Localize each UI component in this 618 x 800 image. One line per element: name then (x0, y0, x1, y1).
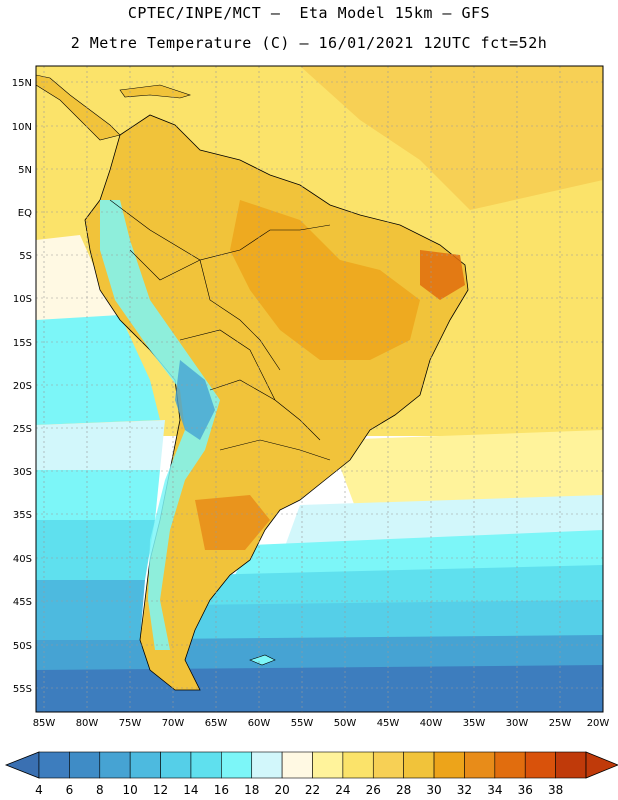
lat-label: 45S (13, 597, 32, 608)
atlantic-cool-band-4 (180, 600, 603, 645)
lon-label: 30W (506, 718, 529, 729)
lat-label: EQ (18, 208, 32, 219)
lon-label: 65W (205, 718, 228, 729)
colorbar-label: 6 (66, 783, 74, 797)
pacific-cool-band-3 (36, 470, 160, 520)
southern-cold-band-2 (36, 665, 603, 712)
lat-label: 25S (13, 424, 32, 435)
andes-colder-core (175, 360, 215, 440)
lon-label: 45W (377, 718, 400, 729)
colorbar-swatch (69, 751, 101, 779)
colorbar-label: 32 (457, 783, 472, 797)
colorbar-label: 24 (335, 783, 350, 797)
latitude-axis: 15N 10N 5N EQ 5S 10S 15S 20S 25S 30S 35S… (12, 78, 32, 695)
falkland-islands (249, 654, 276, 666)
colorbar-swatch (524, 751, 556, 779)
lat-label: 5S (19, 251, 32, 262)
colorbar-label: 22 (305, 783, 320, 797)
colorbar-label: 30 (426, 783, 441, 797)
lat-label: 55S (13, 684, 32, 695)
colorbar-swatch (99, 751, 131, 779)
lat-label: 5N (18, 165, 32, 176)
colorbar-label: 8 (96, 783, 104, 797)
colorbar-swatch (281, 751, 313, 779)
colorbar-labels: 4 6 8 10 12 14 16 18 20 22 24 26 28 30 32 34 36 38 (35, 783, 563, 797)
map-frame (35, 65, 604, 713)
lon-label: 75W (119, 718, 142, 729)
map-title: CPTEC/INPE/MCT – Eta Model 15km – GFS (127, 4, 491, 22)
map-subtitle: 2 Metre Temperature (C) – 16/01/2021 12U… (70, 34, 548, 52)
colorbar-label: 38 (548, 783, 563, 797)
colorbar-swatch (494, 751, 526, 779)
atlantic-warm-band (300, 66, 603, 210)
pacific-cool-band-1 (36, 315, 160, 425)
colorbar-over-arrow (585, 751, 618, 779)
argentina-hot-area (195, 495, 270, 550)
country-borders (109, 199, 331, 461)
colorbar-swatch (342, 751, 374, 779)
colorbar-label: 36 (518, 783, 533, 797)
colorbar-swatch (38, 751, 70, 779)
colorbar-swatch (555, 751, 587, 779)
longitude-axis: 85W 80W 75W 70W 65W 60W 55W 50W 45W 40W … (33, 718, 610, 729)
colorbar-swatch (372, 751, 404, 779)
colorbar-label: 14 (183, 783, 198, 797)
colorbar-label: 20 (274, 783, 289, 797)
colorbar-label: 26 (366, 783, 381, 797)
colorbar-swatches (38, 751, 587, 779)
lat-label: 15N (12, 78, 32, 89)
lat-label: 30S (13, 467, 32, 478)
colorbar: 4 6 8 10 12 14 16 18 20 22 24 26 28 30 32 34 36 38 (4, 751, 618, 797)
lon-label: 25W (549, 718, 572, 729)
brazil-hot-core (230, 200, 420, 360)
colorbar-swatch (403, 751, 435, 779)
pacific-cool-band-2 (36, 420, 165, 470)
lat-label: 35S (13, 510, 32, 521)
lon-label: 85W (33, 718, 56, 729)
temperature-map: 15N 10N 5N EQ 5S 10S 15S 20S 25S 30S 35S… (12, 65, 610, 729)
lon-label: 50W (334, 718, 357, 729)
colorbar-label: 34 (487, 783, 502, 797)
lon-label: 55W (291, 718, 314, 729)
lat-label: 20S (13, 381, 32, 392)
colorbar-label: 18 (244, 783, 259, 797)
pacific-warm-band (36, 235, 120, 330)
pacific-cool-band-4 (36, 520, 155, 580)
lat-label: 10S (13, 294, 32, 305)
colorbar-swatch (221, 751, 253, 779)
lon-label: 60W (248, 718, 271, 729)
lat-label: 50S (13, 641, 32, 652)
colorbar-swatch (129, 751, 161, 779)
lon-label: 70W (162, 718, 185, 729)
colorbar-label: 16 (214, 783, 229, 797)
colorbar-label: 12 (153, 783, 168, 797)
central-america-land (36, 74, 121, 141)
colorbar-swatch (160, 751, 192, 779)
colorbar-label: 28 (396, 783, 411, 797)
colorbar-swatch (464, 751, 496, 779)
caribbean-islands (119, 84, 191, 99)
lon-label: 35W (463, 718, 486, 729)
colorbar-label: 4 (35, 783, 43, 797)
pacific-cool-band-5 (36, 580, 145, 640)
lat-label: 10N (12, 122, 32, 133)
lon-label: 80W (76, 718, 99, 729)
colorbar-swatch (312, 751, 344, 779)
lat-label: 15S (13, 338, 32, 349)
colorbar-swatch (251, 751, 283, 779)
colorbar-under-arrow (4, 751, 40, 779)
lat-label: 40S (13, 554, 32, 565)
colorbar-swatch (190, 751, 222, 779)
colorbar-swatch (433, 751, 465, 779)
lon-label: 40W (420, 718, 443, 729)
lon-label: 20W (587, 718, 610, 729)
colorbar-label: 10 (123, 783, 138, 797)
